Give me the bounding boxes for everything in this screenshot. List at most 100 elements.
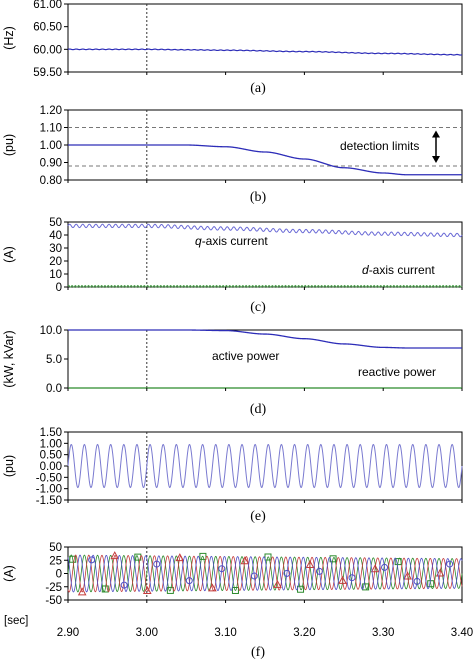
active-power-label: active power [212,349,279,363]
series-marker [185,577,193,585]
series-phase-current-1 [67,554,463,593]
x-tick-label: 3.00 [136,627,158,639]
q-axis-current-label: q-axis current [195,234,268,248]
limits-arrow-head-down [432,156,440,163]
series-marker [305,559,315,569]
y-tick-label: -1.00 [36,484,62,496]
series-marker [348,574,356,582]
y-tick-label: 60.50 [33,22,62,34]
series-marker [394,558,402,566]
y-axis-label: (A) [2,565,16,582]
reactive-power-label: reactive power [358,365,436,379]
y-tick-label: 50 [49,217,62,229]
y-tick-label: 0.90 [40,158,62,170]
series-marker [208,583,217,592]
y-tick-label: 30 [49,243,62,255]
series-marker [142,585,152,595]
series-line-1 [67,223,463,238]
x-tick-label: 2.90 [57,627,79,639]
series-voltage-waveform [67,443,463,489]
panel-caption: (d) [250,402,267,417]
y-tick-label: 10 [49,269,62,281]
series-marker [435,568,445,577]
series-marker [110,551,120,560]
y-tick-label: 1.00 [40,438,62,450]
y-tick-label: 1.10 [40,123,62,135]
y-axis-label: (Hz) [2,26,16,50]
series-marker [381,563,389,571]
y-tick-label: 60.00 [33,44,62,56]
panel-b: 1.20 1.10 1.00 0.90 0.80 (pu) detection limits… [2,105,463,205]
x-tick-label: 3.20 [293,627,315,639]
series-marker [231,586,239,594]
y-axis-label: (A) [2,246,16,263]
y-tick-label: -1.50 [36,495,62,507]
series-marker [315,567,323,575]
y-tick-label: 0.50 [40,450,62,462]
x-tick-label: 3.10 [214,627,236,639]
y-tick-label: 25 [49,555,62,567]
series-marker [362,583,370,591]
y-tick-label: 0.0 [46,383,62,395]
y-tick-label: 0.00 [40,461,62,473]
panel-a: 61.00 60.50 60.00 59.50 (Hz) (a) [2,0,463,96]
series-marker [446,560,454,568]
panel-caption: (b) [250,190,267,205]
plot-frame [67,221,463,288]
series-line-2 [67,284,463,288]
y-axis-label: (pu) [2,134,16,156]
series-marker [240,556,250,565]
series-marker [250,572,258,580]
series-marker [69,555,77,563]
series-marker [338,575,347,584]
plot-frame [67,3,463,73]
panel-caption: (f) [251,645,265,660]
series-marker [120,581,128,589]
series-line-1 [68,144,462,176]
panel-d: 10.0 5.0 0.0 (kW, kVar) active power reactive… [2,325,463,417]
y-tick-label: -0.50 [36,472,62,484]
y-tick-label: 50 [49,542,62,554]
series-marker [370,564,380,573]
y-tick-label: -50 [45,595,62,607]
series-marker [153,560,161,568]
plot-frame [67,329,463,389]
y-tick-label: 20 [49,256,62,268]
limits-arrow-head-up [432,130,440,138]
detection-limits-label: detection limits [340,139,419,153]
d-axis-current-label: d-axis current [362,263,435,277]
series-phase-current-3 [67,554,463,593]
y-tick-label: 1.20 [40,105,62,117]
y-axis-label: (kW, kVar) [2,330,16,387]
series-line-1 [68,329,462,349]
y-tick-label: 61.00 [33,0,62,11]
series-marker [101,585,109,593]
panel-caption: (c) [250,300,266,315]
y-tick-label: 0 [56,282,62,294]
series-marker [175,553,185,562]
y-tick-label: 0 [56,569,62,581]
panel-e: 1.501.000.500.00-0.50-1.00-1.50 (pu) (e) [2,427,463,524]
series-marker [403,571,412,580]
y-tick-label: 1.00 [40,140,62,152]
y-tick-label: 1.50 [40,427,62,439]
series-marker [427,580,435,588]
y-tick-label: 5.0 [46,354,62,366]
x-tick-label: 3.30 [372,627,394,639]
panel-caption: (a) [250,81,266,96]
series-marker [273,579,282,588]
y-axis-label: (pu) [2,455,16,477]
series-marker [88,556,96,564]
series-marker [283,569,291,577]
x-axis-label: [sec] [4,615,28,627]
y-tick-label: 10.0 [40,325,62,337]
series-marker [264,553,272,561]
panel-caption: (e) [250,509,266,524]
y-tick-label: 59.50 [33,67,62,79]
y-tick-label: 0.80 [40,175,62,187]
y-tick-label: -25 [45,582,62,594]
series-marker [199,552,207,560]
y-tick-label: 40 [49,230,62,242]
